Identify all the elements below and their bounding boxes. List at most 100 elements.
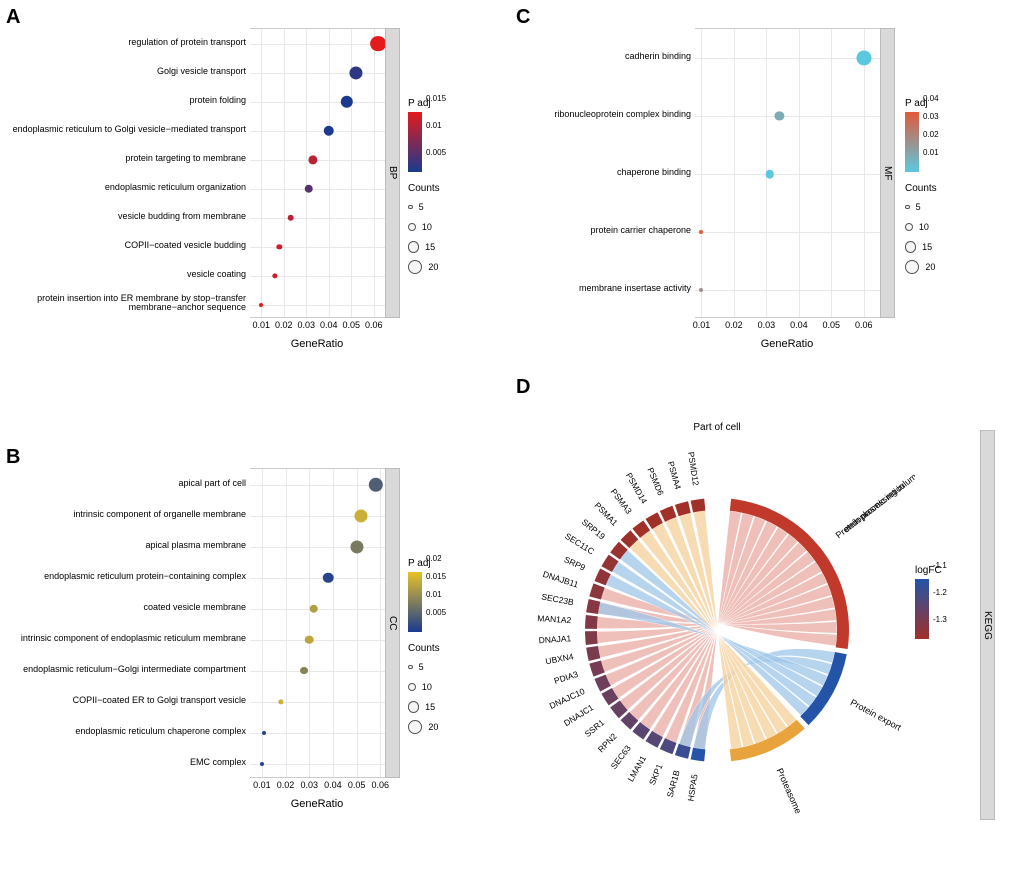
panel-a-label: A <box>6 6 20 29</box>
term-label: endoplasmic reticulum−Golgi intermediate… <box>10 665 246 675</box>
term-label: apical part of cell <box>10 479 246 489</box>
gene-label: SEC23B <box>541 591 575 607</box>
x-tick: 0.04 <box>324 780 342 790</box>
term-label: vesicle budding from membrane <box>10 212 246 222</box>
dot <box>699 288 703 292</box>
x-tick: 0.01 <box>253 780 271 790</box>
gene-label: DNAJA1 <box>538 633 571 645</box>
term-label: COPII−coated vesicle budding <box>10 241 246 251</box>
gene-label: HSPA5 <box>686 773 700 802</box>
chord-top-label: Part of cell <box>693 422 740 433</box>
term-label: endoplasmic reticulum protein−containing… <box>10 572 246 582</box>
gene-label: LMAN1 <box>625 754 648 784</box>
dot <box>308 155 317 164</box>
gene-label: DNAJB11 <box>542 569 580 590</box>
dot <box>262 731 266 735</box>
pathway-label: Protein export <box>849 697 904 733</box>
term-label: EMC complex <box>10 758 246 768</box>
gene-label: PSMD12 <box>686 451 701 486</box>
term-label: membrane insertase activity <box>455 284 691 294</box>
legend-padj-a: P adj 0.0150.010.005 <box>408 98 431 172</box>
gene-label: RPN2 <box>596 731 619 754</box>
panel-b-label: B <box>6 446 20 469</box>
gene-label: SRP19 <box>580 517 607 542</box>
gene-label: SEC11C <box>563 531 596 557</box>
term-label: intrinsic component of endoplasmic retic… <box>10 634 246 644</box>
legend-padj-c: P adj 0.040.030.020.01 <box>905 98 928 172</box>
x-tick: 0.05 <box>342 320 360 330</box>
chord-plot: HSPA5SAR1BSKP1LMAN1SEC63RPN2SSR1DNAJC1DN… <box>520 395 1010 865</box>
gene-arc <box>586 646 600 661</box>
gene-label: PSMD6 <box>645 466 666 497</box>
dot <box>856 50 871 65</box>
term-label: vesicle coating <box>10 270 246 280</box>
term-label: chaperone binding <box>455 168 691 178</box>
gene-arc <box>585 631 598 645</box>
dot <box>305 635 314 644</box>
dotplot-b: apical part of cell intrinsic component o… <box>10 468 510 825</box>
dot <box>278 699 283 704</box>
term-label: apical plasma membrane <box>10 541 246 551</box>
pathway-label: Proteasome <box>775 767 804 815</box>
gene-label: SRP9 <box>563 554 588 573</box>
x-tick: 0.02 <box>277 780 295 790</box>
dot <box>349 66 362 79</box>
dot <box>272 273 277 278</box>
term-label: intrinsic component of organelle membran… <box>10 510 246 520</box>
gene-arc <box>691 499 706 513</box>
gene-label: PSMA3 <box>609 487 634 516</box>
dot <box>324 125 335 136</box>
term-label: protein insertion into ER membrane by st… <box>10 294 246 314</box>
gene-label: SEC63 <box>609 743 633 771</box>
panel-c-label: C <box>516 6 530 29</box>
dotplot-c: cadherin bindingribonucleoprotein comple… <box>520 28 1010 365</box>
x-tick: 0.02 <box>725 320 743 330</box>
term-label: Golgi vesicle transport <box>10 67 246 77</box>
term-label: protein carrier chaperone <box>455 226 691 236</box>
figure-root: A regulation of protein transportGolgi v… <box>10 10 1010 872</box>
legend-padj-b: P adj 0.020.0150.010.005 <box>408 558 431 632</box>
x-tick: 0.05 <box>348 780 366 790</box>
term-label: ribonucleoprotein complex binding <box>455 110 691 120</box>
dot <box>310 604 319 613</box>
legend-logfc: logFC -1.1-1.2-1.3 <box>915 565 942 639</box>
gene-arc <box>691 748 706 762</box>
gene-label: MAN1A2 <box>537 613 572 625</box>
dot <box>323 572 334 583</box>
gene-arc <box>586 599 600 614</box>
dot <box>765 170 774 179</box>
gene-label: PSMA4 <box>666 460 683 491</box>
dot <box>699 230 703 234</box>
x-title-a: GeneRatio <box>291 338 344 350</box>
panel-c: C cadherin bindingribonucleoprotein comp… <box>520 10 1010 365</box>
term-label: endoplasmic reticulum to Golgi vesicle−m… <box>10 125 246 135</box>
dot <box>304 184 313 193</box>
x-tick: 0.06 <box>365 320 383 330</box>
x-tick: 0.01 <box>252 320 270 330</box>
strip-cc: CC <box>385 468 400 778</box>
dot <box>355 509 368 522</box>
x-tick: 0.04 <box>320 320 338 330</box>
strip-kegg: KEGG <box>980 430 995 820</box>
x-tick: 0.03 <box>300 780 318 790</box>
pathway-label: endoplasmic reticulum <box>842 471 915 534</box>
gene-label: SKP1 <box>647 762 665 786</box>
panel-b: B apical part of cellintrinsic component… <box>10 450 510 825</box>
term-label: endoplasmic reticulum organization <box>10 183 246 193</box>
x-tick: 0.03 <box>758 320 776 330</box>
x-tick: 0.04 <box>790 320 808 330</box>
gene-label: SAR1B <box>665 769 682 799</box>
x-tick: 0.01 <box>693 320 711 330</box>
term-label: protein targeting to membrane <box>10 154 246 164</box>
dot <box>260 762 264 766</box>
term-label: cadherin binding <box>455 52 691 62</box>
legend-counts-b: Counts 5101520 <box>408 643 440 737</box>
dot <box>370 36 386 52</box>
x-tick: 0.02 <box>275 320 293 330</box>
strip-mf: MF <box>880 28 895 318</box>
term-label: endoplasmic reticulum chaperone complex <box>10 727 246 737</box>
gene-label: SSR1 <box>583 717 607 739</box>
term-label: protein folding <box>10 96 246 106</box>
dot <box>287 214 294 221</box>
panel-d: D HSPA5SAR1BSKP1LMAN1SEC63RPN2SSR1DNAJC1… <box>520 380 1010 865</box>
